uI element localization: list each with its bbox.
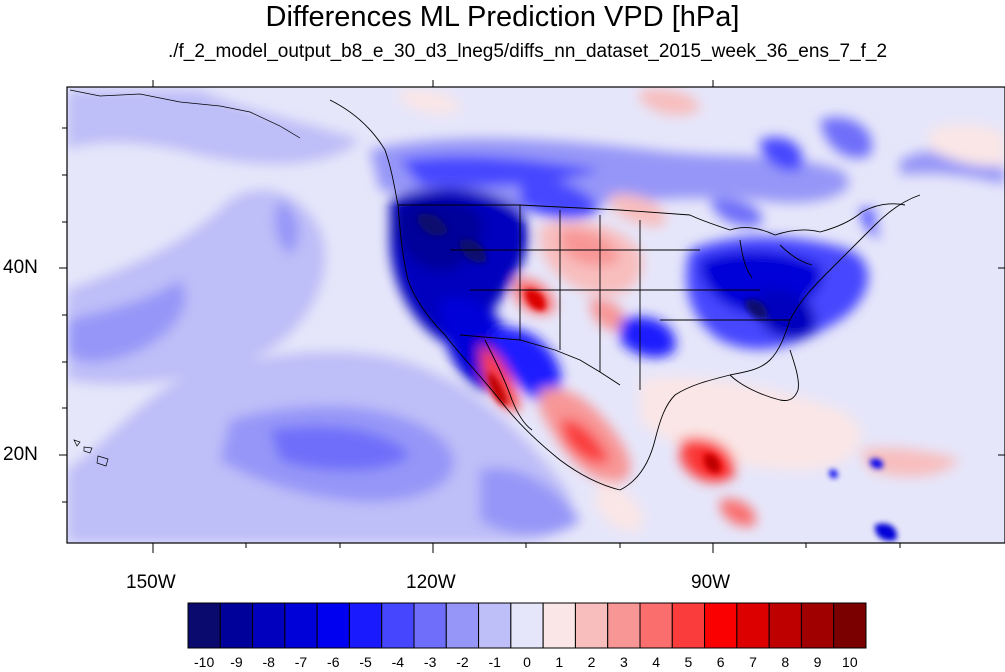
colorbar-label: 6: [716, 654, 725, 670]
colorbar-box: [316, 602, 350, 649]
colorbar-label: -9: [230, 654, 243, 670]
colorbar-box: [284, 602, 318, 649]
colorbar-box: [704, 602, 738, 649]
map-subtitle: ./f_2_model_output_b8_e_30_d3_lneg5/diff…: [167, 41, 888, 62]
colorbar-box: [574, 602, 609, 649]
colorbar-box: [478, 602, 512, 649]
hawaii-outline: [73, 439, 109, 467]
colorbar-box: [381, 602, 415, 649]
colorbar-box: [445, 602, 480, 649]
colorbar-box: [542, 602, 576, 649]
colorbar-label: -8: [262, 654, 275, 670]
colorbar-label: 1: [555, 654, 564, 670]
colorbar-box: [219, 602, 254, 649]
colorbar-box: [768, 602, 802, 649]
map-title: Differences ML Prediction VPD [hPa]: [265, 1, 740, 33]
colorbar-label: 7: [749, 654, 757, 670]
colorbar-label: -3: [423, 654, 437, 670]
colorbar-label: -4: [391, 654, 405, 670]
colorbar-label: 5: [684, 654, 693, 670]
colorbar-box: [833, 602, 867, 649]
colorbar-box: [736, 602, 770, 649]
colorbar-label: 4: [652, 654, 661, 670]
lon-label-120w: 120W: [406, 572, 456, 593]
colorbar-label: 0: [523, 654, 531, 670]
colorbar-box: [800, 602, 835, 649]
lat-label-40n: 40N: [3, 257, 38, 278]
colorbar-label: -2: [456, 654, 469, 670]
alaska-outline: [69, 89, 301, 139]
coastline-outline: [329, 99, 921, 491]
colorbar-label: 8: [781, 654, 790, 670]
lon-label-150w: 150W: [126, 572, 176, 593]
colorbar-label: 10: [842, 654, 858, 670]
colorbar-box: [510, 602, 544, 649]
colorbar-box: [252, 602, 286, 649]
colorbar-label: 2: [587, 654, 596, 670]
colorbar-label: -6: [327, 654, 340, 670]
lat-label-20n: 20N: [3, 444, 38, 465]
colorbar-label: 9: [813, 654, 822, 670]
colorbar-box: [607, 602, 641, 649]
colorbar-label: -7: [294, 654, 308, 670]
map-panel: [59, 80, 1005, 553]
vpd-difference-field: [67, 87, 1005, 543]
colorbar-box: [639, 602, 673, 649]
colorbar-label: -5: [359, 654, 372, 670]
lon-label-90w: 90W: [691, 572, 731, 593]
colorbar-label: -10: [194, 654, 215, 670]
colorbar-box: [413, 602, 447, 649]
colorbar-label: -1: [488, 654, 501, 670]
colorbar-box: [348, 602, 383, 649]
colorbar-box: [187, 602, 221, 649]
colorbar-box: [671, 602, 706, 649]
axis-ticks: [59, 80, 1005, 553]
colorbar-label: 3: [619, 654, 628, 670]
